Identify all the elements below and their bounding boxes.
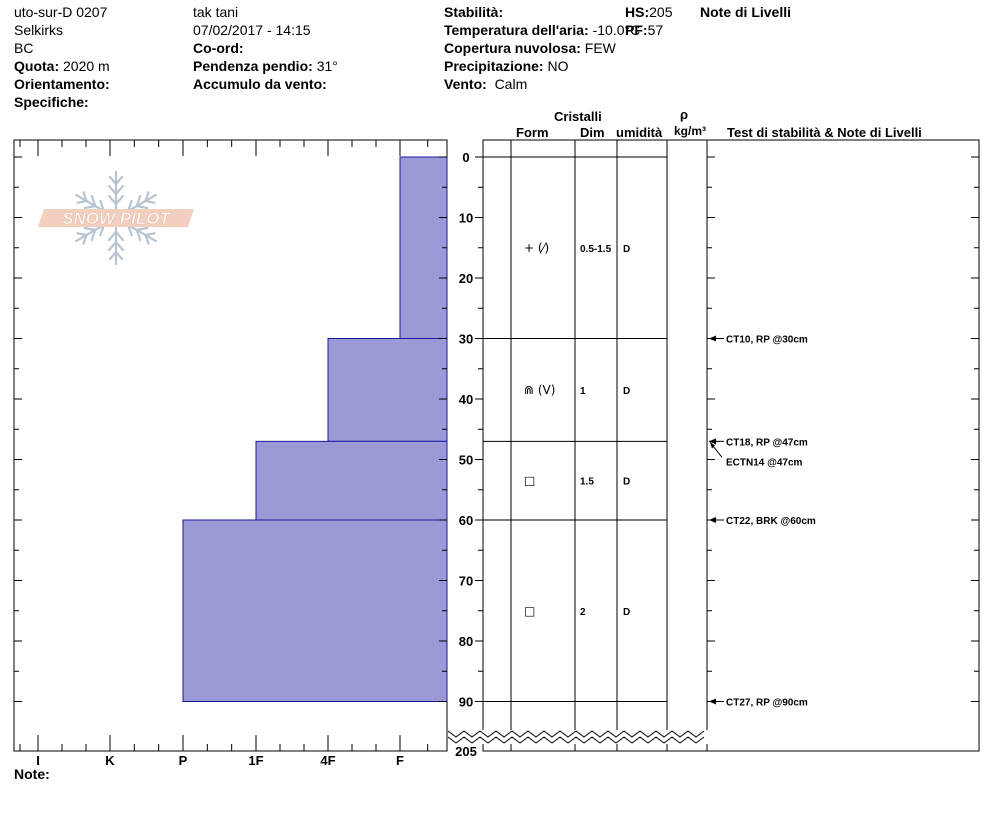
- coord-label: Co-ord:: [193, 40, 244, 56]
- hardness-ticks: I K P 1F 4F F: [19, 140, 429, 768]
- depth-label: 50: [459, 453, 473, 468]
- hs-label: HS:: [625, 4, 650, 20]
- layer-notes-header: Note di Livelli: [700, 4, 792, 20]
- layer-bar-2: [327, 338, 448, 442]
- elevation: Quota: 2020 m: [14, 57, 110, 75]
- depth-label: 205: [455, 744, 477, 759]
- layer-bar-1: [399, 156, 448, 339]
- orientation-label: Orientamento:: [14, 76, 110, 92]
- layer-boundaries: [483, 156, 667, 702]
- depth-label: 0: [462, 150, 469, 165]
- layer-wetness-2: D: [623, 386, 630, 397]
- depth-label: 60: [459, 513, 473, 528]
- hardness-label: P: [179, 753, 188, 768]
- test-arrow-head: [709, 698, 716, 705]
- depth-axis: 0 10 20 30 40 50 60 70 80 90 205: [14, 150, 979, 759]
- precip-label: Precipitazione:: [444, 58, 544, 74]
- cloud-label: Copertura nuvolosa:: [444, 40, 581, 56]
- precip-value: NO: [547, 58, 569, 74]
- hardness-label: K: [105, 753, 115, 768]
- site-name: uto-sur-D 0207: [14, 4, 108, 20]
- wind-label: Vento:: [444, 76, 487, 92]
- pf-value: 57: [647, 22, 664, 38]
- precipitation: Precipitazione: NO: [444, 57, 568, 75]
- air-temp-value: -10.0°C: [592, 22, 641, 38]
- layer-bar-3: [255, 440, 448, 521]
- hardness-label: 1F: [248, 753, 263, 768]
- layer-form-1: + (⁄): [524, 241, 549, 255]
- density-header: ρ: [680, 107, 689, 122]
- depth-label: 80: [459, 634, 473, 649]
- elevation-value: 2020 m: [63, 58, 110, 74]
- test-note-2: CT18, RP @47cm: [726, 437, 808, 448]
- snowflake-logo-icon: SNOW PILOT: [38, 170, 194, 266]
- elevation-label: Quota:: [14, 58, 60, 74]
- depth-break-zigzag-top: [447, 730, 705, 738]
- wind-value: Calm: [494, 76, 528, 92]
- layer-wetness-1: D: [623, 244, 630, 255]
- test-arrow-head: [709, 517, 716, 523]
- layer-form-2: ⋒ (V): [524, 383, 555, 397]
- footer-note-label: Note:: [14, 766, 50, 782]
- layer-dim-4: 2: [580, 607, 586, 618]
- pf-label: PF:: [625, 22, 648, 38]
- depth-label: 30: [459, 332, 473, 347]
- wetness-header: umidità: [616, 125, 663, 140]
- layer-wetness-4: D: [623, 607, 630, 618]
- layer-form-4: □: [524, 604, 535, 618]
- layer-form-3: □: [524, 474, 535, 488]
- cloud-cover: Copertura nuvolosa: FEW: [444, 39, 616, 57]
- test-arrow-head: [710, 442, 715, 449]
- depth-label: 90: [459, 695, 473, 710]
- layer-dim-3: 1.5: [580, 477, 594, 488]
- layer-wetness-3: D: [623, 477, 630, 488]
- hardness-label: F: [396, 753, 404, 768]
- test-notes: CT10, RP @30cm CT18, RP @47cm ECTN14 @47cm…: [709, 335, 816, 709]
- test-note-1: CT10, RP @30cm: [726, 335, 808, 346]
- mountain-range: Selkirks: [14, 22, 64, 38]
- wind-loading-label: Accumulo da vento:: [193, 76, 327, 92]
- layer-table-frame: [482, 139, 980, 752]
- layer-dim-1: 0.5-1.5: [580, 244, 612, 255]
- form-header: Form: [516, 125, 549, 140]
- slope-value: 31°: [316, 58, 338, 74]
- depth-label: 10: [459, 211, 473, 226]
- pf: PF:57: [625, 21, 663, 39]
- layer-dim-2: 1: [580, 386, 586, 397]
- datetime: 07/02/2017 - 14:15: [193, 22, 311, 38]
- snowpilot-logo-text: SNOW PILOT: [62, 209, 171, 228]
- depth-break-zigzag-bottom: [447, 736, 705, 744]
- depth-label: 70: [459, 574, 473, 589]
- hardness-layers: [182, 156, 448, 702]
- slope-label: Pendenza pendio:: [193, 58, 313, 74]
- wind: Vento: Calm: [444, 75, 527, 93]
- test-arrow-head: [709, 335, 716, 342]
- cloud-value: FEW: [584, 40, 616, 56]
- depth-label: 40: [459, 392, 473, 407]
- layer-bar-4: [182, 519, 448, 702]
- air-temp: Temperatura dell'aria: -10.0°C: [444, 21, 640, 39]
- hs: HS:205: [625, 3, 672, 21]
- observer: tak tani: [193, 4, 239, 20]
- hardness-label: I: [36, 753, 40, 768]
- region: BC: [14, 40, 34, 56]
- test-note-5: CT27, RP @90cm: [726, 698, 808, 709]
- hs-value: 205: [649, 4, 673, 20]
- specifics-label: Specifiche:: [14, 94, 89, 110]
- density-unit: kg/m³: [674, 124, 707, 138]
- slope: Pendenza pendio: 31°: [193, 57, 338, 75]
- depth-label: 20: [459, 271, 473, 286]
- dim-header: Dim: [580, 125, 605, 140]
- stability-label: Stabilità:: [444, 4, 504, 20]
- test-note-4: CT22, BRK @60cm: [726, 516, 816, 527]
- test-note-3: ECTN14 @47cm: [726, 457, 803, 468]
- hardness-label: 4F: [320, 753, 335, 768]
- snowpilot-logo: SNOW PILOT: [38, 170, 198, 270]
- tests-header: Test di stabilità & Note di Livelli: [727, 125, 922, 140]
- crystals-header: Cristalli: [554, 109, 602, 124]
- air-temp-label: Temperatura dell'aria:: [444, 22, 589, 38]
- layer-rows: + (⁄) 0.5-1.5 D ⋒ (V) 1 D □ 1.5 D □ 2 D: [524, 241, 630, 618]
- test-arrow-head: [709, 438, 716, 445]
